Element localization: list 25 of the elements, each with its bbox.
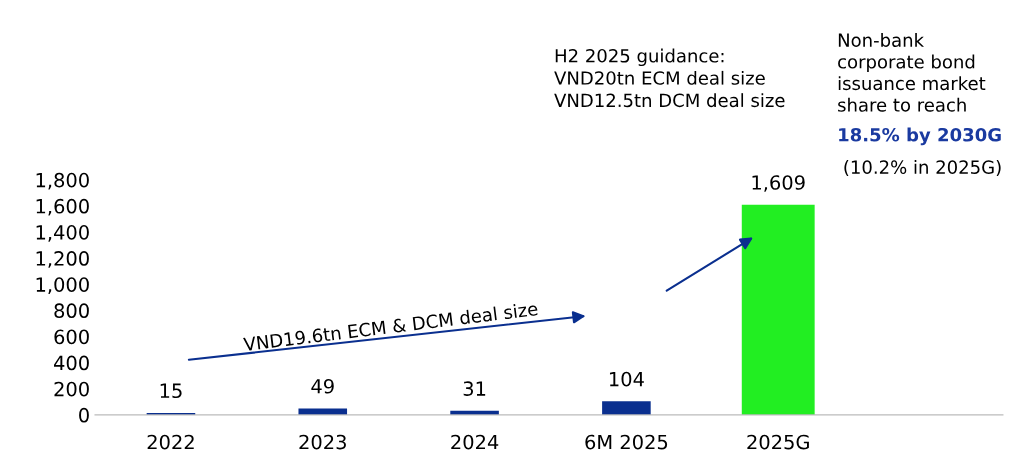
y-tick-label: 1,200 — [36, 251, 89, 268]
text: (10.2% in 2025G) — [844, 160, 1001, 177]
data-label: 49 — [311, 378, 334, 394]
data-label: 15 — [160, 383, 182, 399]
y-tick-label: 800 — [54, 303, 89, 319]
text: Non-bank corporate bond issuance market share to reach — [838, 33, 986, 112]
x-tick-label: 2023 — [299, 434, 346, 450]
x-tick-label: 2024 — [451, 434, 499, 450]
text: 18.5% by 2030G — [839, 127, 1001, 146]
x-tick-label: 6M 2025 — [585, 434, 668, 450]
data-label: 31 — [463, 381, 486, 396]
y-tick-label: 1,600 — [36, 198, 89, 216]
annotation: VND19.6tn ECM & DCM deal size — [242, 301, 538, 352]
y-tick-label: 1,800 — [36, 172, 89, 190]
x-tick-label: 2025G — [747, 434, 809, 450]
data-label: 104 — [609, 371, 644, 387]
y-tick-label: 600 — [54, 329, 89, 345]
y-tick-label: 0 — [79, 407, 89, 423]
x-tick-label: 2022 — [147, 434, 194, 450]
y-tick-label: 200 — [54, 381, 89, 397]
y-tick-label: 400 — [54, 355, 89, 371]
y-tick-label: 1,000 — [36, 277, 89, 294]
y-tick-label: 1,400 — [36, 224, 89, 242]
text: H2 2025 guidance: VND20tn ECM deal size VND12.5tn DCM deal size — [554, 48, 785, 108]
data-label: 1,609 — [752, 175, 805, 192]
